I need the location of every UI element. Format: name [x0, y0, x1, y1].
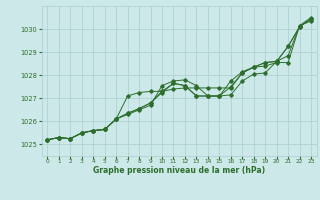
X-axis label: Graphe pression niveau de la mer (hPa): Graphe pression niveau de la mer (hPa) — [93, 166, 265, 175]
